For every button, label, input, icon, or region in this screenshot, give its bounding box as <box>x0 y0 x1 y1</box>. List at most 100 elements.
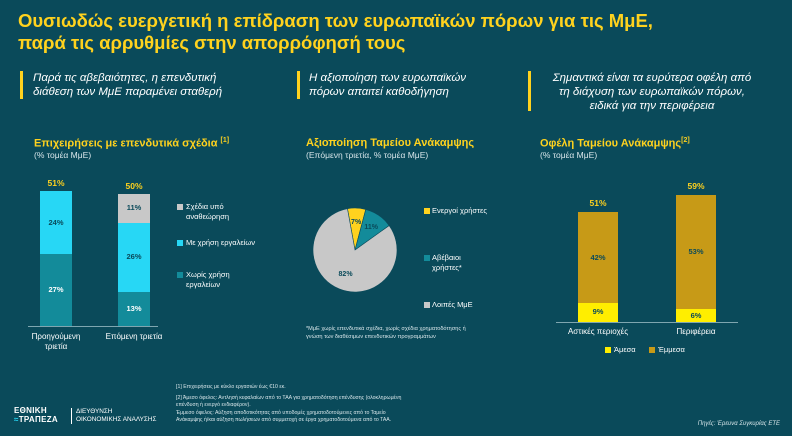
chart1-bar-segment <box>118 291 150 326</box>
chart1-legend-line: Χωρίς χρήση <box>186 270 230 279</box>
chart3-x-axis <box>556 322 738 323</box>
quote-line: Παρά τις αβεβαιότητες, η επενδυτική <box>33 72 217 84</box>
chart1-legend-item: Σχέδια υπό αναθεώρηση <box>186 202 229 222</box>
chart1-subtitle: (% τομέα ΜμΕ) <box>34 150 92 160</box>
chart1-title: Επιχειρήσεις με επενδυτικά σχέδια [1] <box>34 137 229 150</box>
chart3-bar-segment <box>578 212 618 303</box>
chart3-x-label: Αστικές περιοχές <box>567 327 629 336</box>
logo-divider <box>71 408 72 424</box>
pie-slice-label: 7% <box>351 219 362 226</box>
title-line-2: παρά τις αρρυθμίες στην απορρόφησή τους <box>18 32 406 53</box>
quote-benefits: Σημαντικά είναι τα ευρύτερα οφέλη από τη… <box>539 71 765 113</box>
chart1-legend-item: Με χρήση εργαλείων <box>186 238 255 248</box>
chart3-title-text: Οφέλη Ταμείου Ανάκαμψης <box>540 137 682 150</box>
chart1-data-label: 24% <box>48 217 64 227</box>
quote-marker <box>528 71 531 111</box>
chart1-x-label: Επόμενη τριετία <box>98 332 170 342</box>
chart3-title-sup: [2] <box>681 137 690 144</box>
page-title: Ουσιωδώς ευεργετική η επίδραση των ευρωπ… <box>18 10 653 54</box>
footnote: Ανάκαμψης ή/και αύξηση πωλήσεων από συμμ… <box>176 417 392 423</box>
pie-slice-label: 82% <box>339 271 354 278</box>
chart1-legend-line: Σχέδια υπό <box>186 202 224 211</box>
quote-line: διάθεση των ΜμΕ παραμένει σταθερή <box>33 86 223 98</box>
chart1-total-label: 50% <box>125 180 143 191</box>
chart2-legend-line: Ενεργοί χρήστες <box>432 206 487 215</box>
chart3-legend-item: Άμεσα <box>614 345 636 354</box>
chart1-data-label: 13% <box>126 303 142 313</box>
chart1-x-label: Προηγούμενη τριετία <box>20 332 92 352</box>
quote-line: Η αξιοποίηση των ευρωπαϊκών <box>309 72 467 84</box>
quote-line: τη διάχυση των ευρωπαϊκών πόρων, <box>559 86 745 98</box>
chart2-legend-swatch <box>424 255 430 261</box>
quote-line: ειδικά για την περιφέρεια <box>589 100 715 112</box>
dept-line: ΔΙΕΥΘΥΝΣΗ <box>76 408 113 415</box>
logo-line1: ΕΘΝΙΚΗ <box>14 406 47 415</box>
quote-guidance: Η αξιοποίηση των ευρωπαϊκών πόρων απαιτε… <box>309 71 466 99</box>
bank-logo: ΕΘΝΙΚΗ ≈ΤΡΑΠΕΖΑ <box>14 406 70 424</box>
chart3-title: Οφέλη Ταμείου Ανάκαμψης[2] <box>540 137 690 150</box>
chart1-legend-swatch <box>177 272 183 278</box>
chart3-legend-swatch <box>649 347 655 353</box>
pie-slice-label: 11% <box>364 224 378 231</box>
footnote: επένδυση ή ενεργό ενδιαφέρον). <box>176 402 251 408</box>
footnote: [2] Άμεσο όφελος: Αντλησή κεφαλαίων από … <box>176 394 402 401</box>
chart1-title-text: Επιχειρήσεις με επενδυτικά σχέδια <box>34 137 218 150</box>
chart1-legend-swatch <box>177 204 183 210</box>
pie-slice <box>312 208 398 293</box>
chart3-total-label: 59% <box>687 181 705 192</box>
chart2-legend-swatch <box>424 208 430 214</box>
chart2-subtitle: (Επόμενη τριετία, % τομέα ΜμΕ) <box>306 150 429 160</box>
chart3-bar-segment <box>676 195 716 310</box>
chart2-title: Αξιοποίηση Ταμείου Ανάκαμψης <box>306 137 475 149</box>
chart1-x-label-line: Επόμενη τριετία <box>105 332 163 341</box>
chart3-data-label: 9% <box>592 307 604 317</box>
chart1-legend-line: αναθεώρηση <box>186 212 230 221</box>
chart2-legend-item: Αβέβαιοι χρήστες* <box>432 253 462 273</box>
quote-line: πόρων απαιτεί καθοδήγηση <box>309 86 449 98</box>
chart3-legend-swatch <box>605 347 611 353</box>
footnotes: [1] Επιχειρήσεις με κύκλο εργασιών έως €… <box>176 384 401 425</box>
chart1-legend-swatch <box>177 240 183 246</box>
chart1-legend-line: εργαλείων <box>186 280 221 289</box>
chart1-total-label: 51% <box>47 177 65 188</box>
footnote: [1] Επιχειρήσεις με κύκλο εργασιών έως €… <box>176 384 286 390</box>
quote-investment: Παρά τις αβεβαιότητες, η επενδυτική διάθ… <box>33 71 222 99</box>
chart1-x-label-line: τριετία <box>44 342 68 351</box>
chart1-x-label-line: Προηγούμενη <box>31 332 81 341</box>
chart1-bar-segment <box>40 254 72 326</box>
note-line: γνώση των διαθέσιμων επενδυτικών προγραμ… <box>306 333 436 340</box>
chart1-bar-segment <box>118 193 150 223</box>
chart3-total-label: 51% <box>589 198 607 209</box>
chart2-legend-line: χρήστες* <box>432 263 462 272</box>
title-line-1: Ουσιωδώς ευεργετική η επίδραση των ευρωπ… <box>18 10 653 31</box>
quote-marker <box>297 71 300 99</box>
logo-line2: ≈ΤΡΑΠΕΖΑ <box>14 415 70 424</box>
chart1-x-axis <box>28 326 158 327</box>
chart3-legend-item: Έμμεσα <box>658 345 685 354</box>
chart1-legend-item: Χωρίς χρήση εργαλείων <box>186 270 230 290</box>
chart3-bar-segment <box>676 309 716 322</box>
chart2-legend-line: Αβέβαιοι <box>432 253 461 262</box>
chart1-data-label: 26% <box>126 252 142 262</box>
note-line: *ΜμΕ χωρίς επενδυτικά σχέδια, χωρίς σχέδ… <box>306 326 466 332</box>
chart2-legend-item: Λοιπές ΜμΕ <box>432 300 473 310</box>
chart3-data-label: 6% <box>690 310 702 320</box>
chart1-bar-segment <box>40 190 72 255</box>
chart3-x-label: Περιφέρεια <box>676 327 716 336</box>
chart3-bar-segment <box>578 302 618 322</box>
chart2-legend-line: Λοιπές ΜμΕ <box>432 300 473 309</box>
quote-marker <box>20 71 23 99</box>
chart2-note: *ΜμΕ χωρίς επενδυτικά σχέδια, χωρίς σχέδ… <box>306 326 466 341</box>
department-label: ΔΙΕΥΘΥΝΣΗ ΟΙΚΟΝΟΜΙΚΗΣ ΑΝΑΛΥΣΗΣ <box>76 408 156 424</box>
chart1-data-label: 11% <box>126 203 142 213</box>
chart3-data-label: 42% <box>590 252 606 262</box>
footnote: Έμμεσο όφελος: Αύξηση αποδοτικότητας από… <box>176 409 386 416</box>
chart3-subtitle: (% τομέα ΜμΕ) <box>540 150 598 160</box>
chart1-bar-segment <box>118 222 150 292</box>
source-note: Πηγές: Έρευνα Συγκυρίας ΕΤΕ <box>697 421 780 427</box>
logo-line2-text: ΤΡΑΠΕΖΑ <box>18 415 58 424</box>
chart1-legend-line: Με χρήση εργαλείων <box>186 238 255 247</box>
quote-line: Σημαντικά είναι τα ευρύτερα οφέλη από <box>552 72 752 84</box>
dept-line: ΟΙΚΟΝΟΜΙΚΗΣ ΑΝΑΛΥΣΗΣ <box>76 416 157 423</box>
chart1-data-label: 27% <box>48 285 64 295</box>
